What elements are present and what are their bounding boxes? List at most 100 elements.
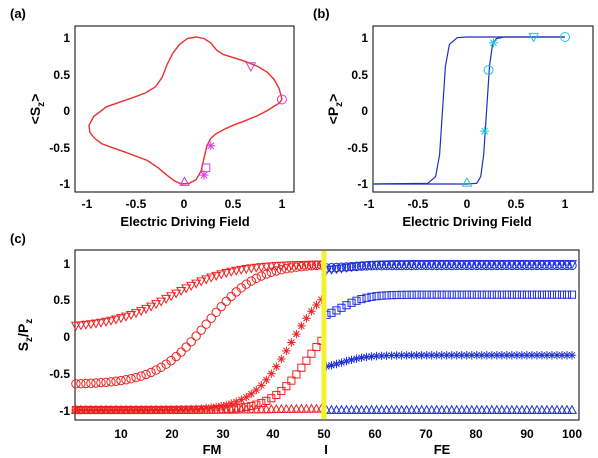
panel-c-point <box>242 392 251 402</box>
panel-c-point <box>166 404 177 414</box>
panel-c-point <box>287 376 296 385</box>
panel-c-point <box>536 404 547 414</box>
panel-c-point <box>246 404 257 414</box>
panel-c-point <box>372 292 381 301</box>
panel-c-point <box>497 351 507 360</box>
panel-c-point <box>467 260 477 271</box>
panel-c-point <box>252 385 261 395</box>
panel-c-point <box>106 405 116 415</box>
panel-c-point <box>507 260 517 271</box>
panel-c-point <box>436 260 447 270</box>
panel-c-point <box>221 268 232 279</box>
panel-c-ytick: 1 <box>63 257 70 271</box>
panel-c-point <box>311 403 322 413</box>
panel-c-point <box>161 404 172 414</box>
panel-c-frame <box>74 249 580 421</box>
panel-c: (c) 1 0.5 0 -0.5 -1 10 20 30 40 50 60 70… <box>10 231 582 457</box>
panel-b-marker <box>560 32 570 42</box>
panel-c-point <box>407 351 416 360</box>
panel-c-point <box>191 279 202 289</box>
panel-c-xtick: 20 <box>165 427 179 441</box>
panel-c-point <box>71 379 81 389</box>
panel-c-point <box>381 404 392 414</box>
panel-c-point <box>522 290 531 299</box>
panel-a-xtick: 0 <box>181 197 188 211</box>
panel-c-point <box>556 260 568 270</box>
panel-c-point <box>86 378 96 388</box>
panel-c-point <box>447 260 457 271</box>
panel-c-point <box>206 313 216 323</box>
panel-c-point <box>301 261 312 271</box>
panel-c-point <box>432 351 441 360</box>
panel-c-point <box>331 404 342 414</box>
panel-c-point <box>256 404 267 414</box>
panel-c-point <box>371 404 382 414</box>
panel-c-point <box>76 378 86 389</box>
panel-c-point <box>491 404 502 414</box>
panel-c-point <box>135 307 147 317</box>
panel-c-point <box>551 404 563 414</box>
panel-c-point <box>346 404 357 414</box>
panel-c-point <box>281 261 292 271</box>
panel-c-point <box>186 337 196 347</box>
panel-c-point <box>427 351 436 360</box>
panel-c-point <box>332 306 341 315</box>
panel-c-point <box>391 404 402 414</box>
panel-c-point <box>567 351 577 360</box>
panel-c-point <box>377 351 386 361</box>
panel-c-point <box>121 405 131 415</box>
panel-c-point <box>226 291 236 302</box>
panel-c-point <box>402 290 411 299</box>
panel-c-point <box>151 300 162 310</box>
panel-c-point <box>271 266 282 276</box>
panel-c-point <box>242 402 251 411</box>
panel-c-point <box>125 404 137 414</box>
panel-b-ytick: -1 <box>357 177 368 191</box>
panel-c-point <box>306 261 317 271</box>
panel-c-point <box>96 405 106 415</box>
panel-c-point <box>141 405 151 415</box>
panel-c-point <box>492 290 501 299</box>
panel-b-xticks: -1 -0.5 0 0.5 1 <box>364 197 569 211</box>
panel-c-point <box>547 260 557 271</box>
panel-c-point <box>111 376 121 386</box>
panel-c-point <box>396 260 407 271</box>
panel-c-point <box>116 405 126 415</box>
panel-c-point <box>382 351 391 360</box>
panel-c-point <box>387 351 396 360</box>
panel-c-xtick: 50 <box>317 427 331 441</box>
panel-a-marker <box>277 94 287 105</box>
panel-c-point <box>547 290 557 299</box>
panel-c-point <box>342 301 351 310</box>
panel-c-point <box>451 404 462 414</box>
panel-c-point <box>546 404 558 414</box>
panel-c-point <box>406 260 417 271</box>
panel-c-point <box>396 260 407 270</box>
panel-c-point <box>441 260 452 270</box>
panel-c-point <box>186 404 196 414</box>
panel-c-point <box>466 404 477 414</box>
panel-c-point <box>296 260 307 271</box>
panel-c-point <box>251 273 261 284</box>
panel-c-point <box>347 298 356 307</box>
panel-c-point <box>85 320 96 330</box>
panel-c-point <box>241 265 252 275</box>
panel-c-point <box>556 404 568 414</box>
panel-c-point <box>336 262 347 272</box>
panel-c-point <box>551 260 563 270</box>
panel-c-point <box>236 283 246 293</box>
panel-c-point <box>206 273 217 283</box>
panel-c-point <box>456 404 467 414</box>
panel-b-xtick: 1 <box>562 197 569 211</box>
panel-c-point <box>352 296 361 305</box>
panel-b-series-line <box>373 36 565 185</box>
panel-b-marker <box>480 126 490 136</box>
panel-c-point <box>91 405 101 415</box>
panel-c-point <box>452 290 461 299</box>
panel-c-point <box>181 342 191 352</box>
panel-c-point <box>517 290 526 299</box>
panel-c-point <box>261 404 272 414</box>
panel-c-point <box>151 405 161 415</box>
panel-a-xtick: -0.5 <box>126 197 147 211</box>
panel-c-point <box>402 351 411 360</box>
